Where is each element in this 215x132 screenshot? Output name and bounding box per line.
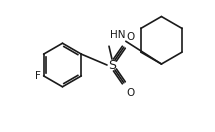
Text: S: S [108,58,116,72]
Text: O: O [127,88,135,98]
Text: HN: HN [110,30,126,40]
Text: O: O [127,32,135,42]
Text: F: F [35,71,41,81]
